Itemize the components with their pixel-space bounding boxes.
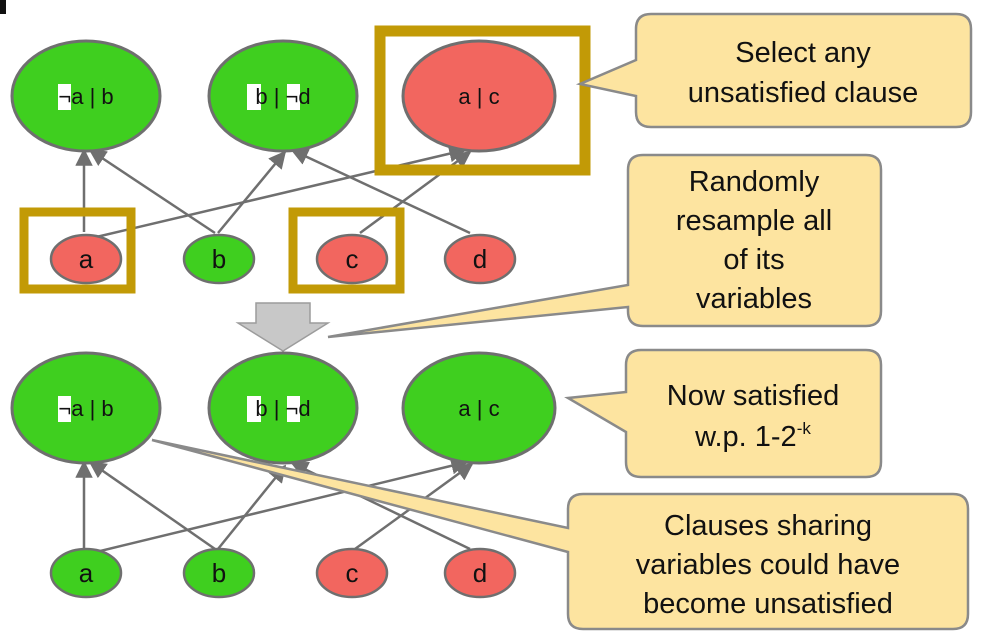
variable-node	[443, 547, 517, 599]
top-edges	[75, 145, 472, 240]
bottom-edge-a-clause3	[91, 457, 469, 555]
bottom-variable-a: a	[49, 547, 123, 599]
callout-line: w.p. 1-2-k	[694, 419, 811, 453]
top-clause-1: ¬a | b	[10, 39, 162, 153]
top-variable-a: a	[49, 233, 123, 285]
clause-node	[401, 39, 557, 153]
clause-node	[401, 351, 557, 465]
clause-label: a | c	[458, 396, 499, 421]
variable-label: b	[212, 558, 226, 588]
callout-line: unsatisfied clause	[688, 77, 919, 109]
clause-label: b | ¬d	[255, 396, 310, 421]
callout-line: of its	[723, 244, 784, 276]
top-variable-c: c	[315, 233, 389, 285]
callout-now-satisfied: Now satisfied w.p. 1-2-k	[564, 348, 883, 479]
clause-label: ¬a | b	[58, 396, 113, 421]
bottom-variable-c: c	[315, 547, 389, 599]
corner-mark	[0, 0, 6, 14]
var-highlight	[247, 84, 261, 110]
top-edge-b-clause2	[217, 150, 287, 234]
clause-label: a | c	[458, 84, 499, 109]
var-highlight	[247, 396, 261, 422]
callout-line: Clauses sharing	[664, 510, 872, 542]
negation-highlight	[58, 84, 71, 110]
callout-bubble	[575, 12, 973, 129]
top-edge-d-clause2	[290, 148, 471, 235]
selected-clause-highlight	[374, 25, 591, 176]
callout-bubble	[327, 153, 883, 339]
callout-line: Now satisfied	[667, 380, 839, 412]
callout-line: Select any	[735, 37, 871, 69]
callout-line: Randomly	[689, 166, 820, 198]
callout-bubble	[564, 348, 883, 479]
variable-label: a	[79, 558, 94, 588]
negation-highlight	[58, 396, 71, 422]
callout-resample: Randomly resample all of its variables	[327, 153, 883, 339]
bottom-clause-1: ¬a | b	[10, 351, 162, 465]
top-clause-2: b | ¬d	[207, 39, 359, 153]
clause-label: ¬a | b	[58, 84, 113, 109]
top-variable-d: d	[443, 233, 517, 285]
variable-label: d	[473, 244, 487, 274]
bottom-clause-2: b | ¬d	[207, 351, 359, 465]
bottom-clause-3: a | c	[401, 351, 557, 465]
variable-node	[182, 547, 256, 599]
variable-node	[49, 233, 123, 285]
bottom-variable-d: d	[443, 547, 517, 599]
callout-clauses-sharing: Clauses sharing variables could have bec…	[151, 438, 970, 631]
callout-line: become unsatisfied	[643, 588, 893, 620]
transition-down-arrow	[235, 302, 331, 352]
variable-label: c	[346, 558, 359, 588]
variable-label: b	[212, 244, 226, 274]
variable-label: c	[346, 244, 359, 274]
callout-bubble	[151, 438, 970, 631]
variable-c-highlight	[288, 207, 405, 294]
top-variable-b: b	[182, 233, 256, 285]
variable-node	[315, 547, 389, 599]
bottom-edge-b-clause2	[217, 464, 287, 550]
clause-label: b | ¬d	[255, 84, 310, 109]
variable-node	[182, 233, 256, 285]
top-edge-a-clause3	[91, 145, 467, 240]
clause-node	[207, 351, 359, 465]
top-edge-b-clause1	[88, 148, 216, 235]
callout-line: variables could have	[636, 549, 900, 581]
negation-highlight	[287, 84, 300, 110]
negation-highlight	[287, 396, 300, 422]
variable-a-highlight	[19, 207, 136, 294]
variable-node	[443, 233, 517, 285]
variable-node	[315, 233, 389, 285]
callout-line: variables	[696, 283, 812, 315]
variable-node	[49, 547, 123, 599]
bottom-edge-b-clause1	[88, 460, 216, 551]
top-clause-3: a | c	[401, 39, 557, 153]
variable-label: a	[79, 244, 94, 274]
clause-node	[10, 351, 162, 465]
clause-node	[10, 39, 162, 153]
callout-line: resample all	[676, 205, 832, 237]
variable-label: d	[473, 558, 487, 588]
callout-select-clause: Select any unsatisfied clause	[575, 12, 973, 129]
bottom-variable-b: b	[182, 547, 256, 599]
clause-node	[207, 39, 359, 153]
